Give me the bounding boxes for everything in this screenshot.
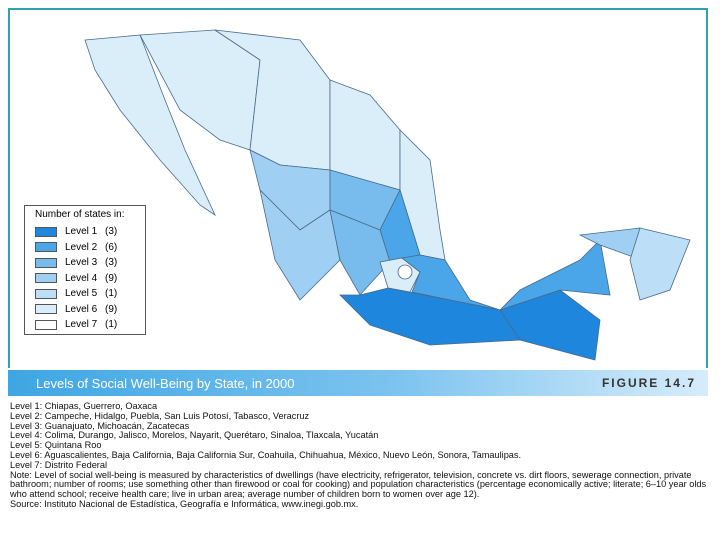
note-line: Level 7: Distrito Federal: [10, 459, 108, 470]
legend-row: Level 5 (1): [35, 286, 145, 302]
note-line: Level 3: Guanajuato, Michoacán, Zacateca…: [10, 420, 190, 431]
legend-count: (1): [105, 288, 118, 300]
figure-number: FIGURE 14.7: [601, 376, 696, 390]
legend-label: Level 4: [65, 272, 98, 284]
legend-row: Level 1 (3): [35, 224, 145, 240]
legend-swatch: [35, 226, 57, 237]
legend-row: Level 3 (3): [35, 255, 145, 271]
state: [329, 209, 391, 296]
states: [84, 29, 691, 361]
legend-label: Level 6: [65, 303, 98, 315]
figure-title: Levels of Social Well-Being by State, in…: [36, 375, 295, 391]
notes: Level 1: Chiapas, Guerrero, Oaxaca Level …: [10, 401, 710, 510]
state: [84, 34, 216, 217]
state: [397, 264, 413, 280]
legend-swatch: [35, 304, 57, 315]
legend-count: (9): [105, 272, 118, 284]
map: [84, 29, 691, 361]
legend-row: Level 7 (1): [35, 317, 145, 333]
legend-swatch: [35, 242, 57, 253]
legend-count: (1): [105, 319, 118, 331]
note-line: Level 6: Aguascalientes, Baja California…: [10, 449, 522, 460]
legend-row: Level 4 (9): [35, 271, 145, 287]
legend-count: (9): [105, 303, 118, 315]
state: [339, 287, 521, 346]
legend-count: (3): [105, 257, 118, 269]
legend-label: Level 1: [65, 226, 98, 238]
legend-swatch: [35, 257, 57, 268]
legend-swatch: [35, 288, 57, 299]
note-line: Level 4: Colima, Durango, Jalisco, Morel…: [10, 430, 379, 441]
legend-swatch: [35, 273, 57, 284]
legend-title: Number of states in:: [35, 209, 125, 220]
note-line: Note: Level of social well-being is meas…: [10, 469, 707, 500]
legend-label: Level 7: [65, 319, 98, 331]
legend-row: Level 2 (6): [35, 240, 145, 256]
legend-rows: Level 1 (3) Level 2 (6) Level 3 (3) Level 4 (9)…: [35, 224, 145, 333]
note-line: Source: Instituto Nacional de Estadístic…: [10, 498, 359, 509]
legend-label: Level 3: [65, 257, 98, 269]
map-frame: [8, 8, 708, 368]
legend-row: Level 6 (9): [35, 302, 145, 318]
legend-label: Level 5: [65, 288, 98, 300]
state: [629, 227, 691, 301]
note-line: Level 5: Quintana Roo: [10, 440, 102, 451]
note-line: Level 2: Campeche, Hidalgo, Puebla, San …: [10, 410, 310, 421]
legend-swatch: [35, 319, 57, 330]
legend-label: Level 2: [65, 241, 98, 253]
note-line: Level 1: Chiapas, Guerrero, Oaxaca: [10, 401, 158, 411]
legend-count: (6): [105, 241, 118, 253]
legend: Number of states in: Level 1 (3) Level 2 (6…: [24, 205, 146, 335]
legend-count: (3): [105, 226, 118, 238]
banner: Levels of Social Well-Being by State, in…: [8, 370, 708, 396]
